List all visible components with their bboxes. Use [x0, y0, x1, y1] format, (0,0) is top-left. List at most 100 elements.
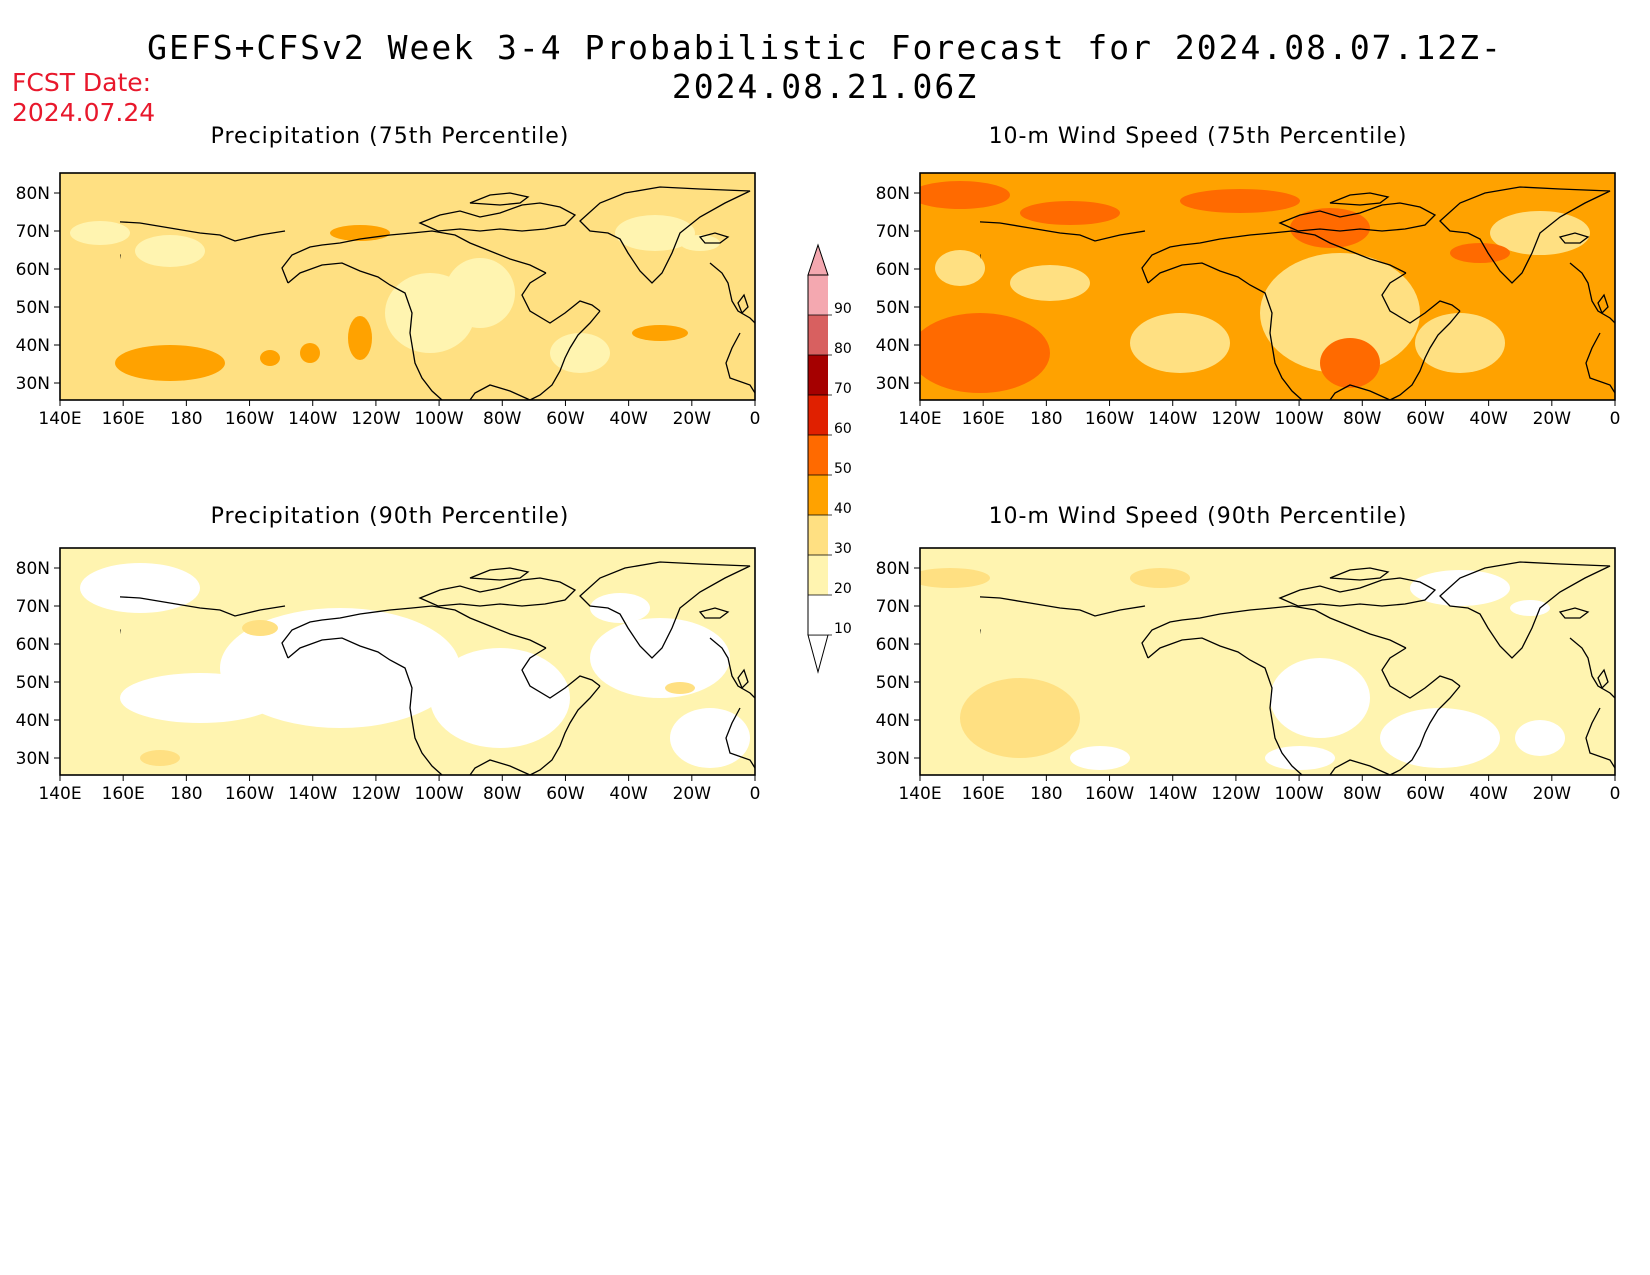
longitude-tick-label: 160W: [225, 784, 274, 804]
contour-region: [80, 563, 200, 613]
forecast-date-label: FCST Date:: [12, 68, 152, 97]
latitude-tick-label: 70N: [16, 597, 50, 617]
longitude-tick-label: 140E: [898, 784, 941, 804]
legend-level-label: 70: [834, 381, 852, 397]
map-frame: [59, 172, 756, 401]
contour-region: [1130, 568, 1190, 588]
longitude-tick-label: 180: [1030, 409, 1062, 429]
latitude-tick-label: 50N: [16, 673, 50, 693]
legend-level-label: 50: [834, 461, 852, 477]
longitude-tick-label: 20W: [1533, 409, 1572, 429]
contour-region: [590, 593, 650, 623]
coastline: [120, 561, 756, 776]
longitude-tick-label: 100W: [1274, 784, 1323, 804]
contour-region: [260, 350, 280, 366]
probability-field: [60, 173, 755, 400]
latitude-tick-label: 40N: [16, 711, 50, 731]
longitude-tick-label: 40W: [609, 409, 648, 429]
legend-level-label: 20: [834, 581, 852, 597]
longitude-tick-label: 80W: [1343, 784, 1382, 804]
contour-region: [430, 648, 570, 748]
longitude-tick-label: 120W: [351, 784, 400, 804]
latitude-tick-label: 70N: [876, 597, 910, 617]
contour-region: [1515, 720, 1565, 756]
legend-swatch: [808, 475, 828, 515]
latitude-tick-label: 50N: [876, 298, 910, 318]
contour-region: [590, 618, 730, 698]
probability-field: [60, 548, 755, 775]
longitude-tick-label: 140E: [38, 409, 81, 429]
latitude-tick-label: 60N: [16, 635, 50, 655]
legend-swatch: [808, 315, 828, 355]
contour-region: [920, 313, 1050, 393]
contour-region: [1320, 338, 1380, 388]
longitude-tick-label: 120W: [1211, 784, 1260, 804]
contour-region: [1450, 243, 1510, 263]
contour-region: [1020, 201, 1120, 225]
contour-region: [670, 708, 750, 768]
panel-title-wind-90: 10-m Wind Speed (90th Percentile): [988, 504, 1408, 529]
longitude-tick-label: 20W: [673, 784, 712, 804]
probability-field: [920, 548, 1615, 775]
latitude-tick-label: 60N: [876, 635, 910, 655]
latitude-tick-label: 30N: [16, 749, 50, 769]
longitude-tick-label: 100W: [1274, 409, 1323, 429]
contour-region: [140, 750, 180, 766]
contour-region: [1510, 600, 1550, 616]
legend-swatch: [808, 275, 828, 315]
longitude-tick-label: 0: [1610, 784, 1621, 804]
longitude-tick-label: 100W: [414, 784, 463, 804]
map-frame: [919, 172, 1616, 401]
contour-region: [665, 682, 695, 694]
longitude-tick-label: 140W: [1148, 409, 1197, 429]
map-frame: [59, 547, 756, 776]
latitude-tick-label: 60N: [876, 260, 910, 280]
latitude-tick-label: 30N: [876, 749, 910, 769]
legend-swatch: [808, 515, 828, 555]
contour-region: [1010, 265, 1090, 301]
map-wind-speed-75th: 140E 160E 180 160W 140W 120W 100W 80W 60W 40W 20W 0…: [860, 170, 1650, 440]
legend-swatch: [808, 595, 828, 635]
longitude-tick-label: 160E: [962, 784, 1005, 804]
contour-region: [632, 325, 688, 341]
legend-level-label: 60: [834, 421, 852, 437]
longitude-tick-label: 80W: [483, 409, 522, 429]
longitude-tick-label: 40W: [1469, 784, 1508, 804]
coastline: [120, 186, 756, 401]
longitude-tick-label: 140W: [288, 784, 337, 804]
contour-region: [615, 215, 695, 251]
longitude-tick-label: 160E: [962, 409, 1005, 429]
contour-region: [1070, 746, 1130, 770]
map-precipitation-90th: 140E 160E 180 160W 140W 120W 100W 80W 60W 40W 20W 0…: [0, 545, 790, 815]
longitude-tick-label: 140W: [288, 409, 337, 429]
longitude-tick-label: 140E: [38, 784, 81, 804]
legend-swatch: [808, 395, 828, 435]
latitude-tick-label: 80N: [16, 184, 50, 204]
contour-region: [680, 235, 720, 251]
contour-region: [960, 678, 1080, 758]
longitude-tick-label: 60W: [1406, 784, 1445, 804]
longitude-tick-label: 80W: [1343, 409, 1382, 429]
legend-level-label: 90: [834, 301, 852, 317]
longitude-tick-label: 100W: [414, 409, 463, 429]
longitude-tick-label: 40W: [1469, 409, 1508, 429]
longitude-tick-label: 160W: [225, 409, 274, 429]
latitude-tick-label: 80N: [876, 559, 910, 579]
latitude-tick-label: 70N: [16, 222, 50, 242]
longitude-tick-label: 120W: [1211, 409, 1260, 429]
contour-region: [550, 333, 610, 373]
panel-title-wind-75: 10-m Wind Speed (75th Percentile): [988, 124, 1408, 149]
longitude-tick-label: 60W: [546, 784, 585, 804]
latitude-tick-label: 70N: [876, 222, 910, 242]
map-wind-speed-90th: 140E 160E 180 160W 140W 120W 100W 80W 60W 40W 20W 0…: [860, 545, 1650, 815]
latitude-tick-label: 40N: [16, 336, 50, 356]
legend-level-label: 30: [834, 541, 852, 557]
contour-region: [445, 258, 515, 328]
latitude-tick-label: 80N: [16, 559, 50, 579]
latitude-tick-label: 50N: [876, 673, 910, 693]
latitude-tick-label: 40N: [876, 336, 910, 356]
legend-swatch: [808, 435, 828, 475]
longitude-tick-label: 20W: [1533, 784, 1572, 804]
latitude-tick-label: 60N: [16, 260, 50, 280]
latitude-tick-label: 80N: [876, 184, 910, 204]
